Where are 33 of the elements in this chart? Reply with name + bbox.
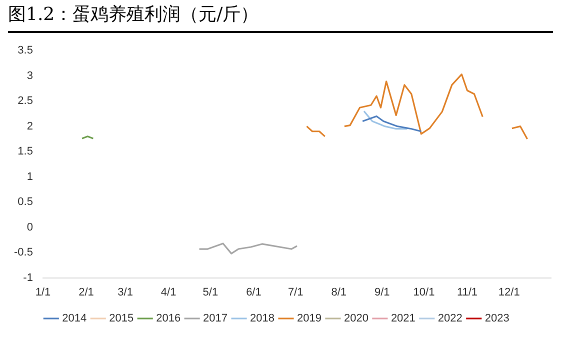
legend-label: 2014 xyxy=(62,312,87,325)
legend-label: 2020 xyxy=(344,312,368,325)
legend-label: 2019 xyxy=(297,312,322,325)
y-tick-label: 1 xyxy=(26,170,33,183)
legend-label: 2022 xyxy=(438,312,462,325)
y-tick-label: 0 xyxy=(26,221,33,234)
legend-label: 2015 xyxy=(109,312,134,325)
x-tick-label: 5/1 xyxy=(202,286,218,298)
x-tick-label: 9/1 xyxy=(374,286,390,298)
legend-label: 2017 xyxy=(203,312,228,325)
chart-title: 图1.2：蛋鸡养殖利润（元/斤） xyxy=(8,3,553,33)
legend-label: 2021 xyxy=(390,312,416,325)
y-tick-label: 3 xyxy=(26,70,33,82)
y-tick-label: 2 xyxy=(26,120,33,132)
x-tick-label: 7/1 xyxy=(288,286,304,298)
x-tick-label: 4/1 xyxy=(160,286,176,298)
legend-label: 2023 xyxy=(484,312,510,325)
y-tick-label: -1 xyxy=(23,272,33,284)
x-tick-label: 3/1 xyxy=(118,286,133,298)
legend-label: 2016 xyxy=(156,312,181,325)
x-tick-label: 12/1 xyxy=(498,286,520,298)
y-tick-label: -0.5 xyxy=(14,246,33,259)
x-tick-label: 6/1 xyxy=(246,286,262,298)
x-tick-label: 2/1 xyxy=(78,286,94,298)
y-tick-label: 2.5 xyxy=(18,95,33,108)
y-tick-label: 0.5 xyxy=(18,196,33,208)
y-tick-label: 3.5 xyxy=(18,44,33,57)
x-tick-label: 11/1 xyxy=(456,286,478,298)
x-tick-label: 8/1 xyxy=(331,286,346,298)
legend-label: 2018 xyxy=(250,312,275,325)
y-tick-label: 1.5 xyxy=(18,146,33,158)
x-tick-label: 1/1 xyxy=(35,286,51,298)
x-tick-label: 10/1 xyxy=(413,286,435,298)
